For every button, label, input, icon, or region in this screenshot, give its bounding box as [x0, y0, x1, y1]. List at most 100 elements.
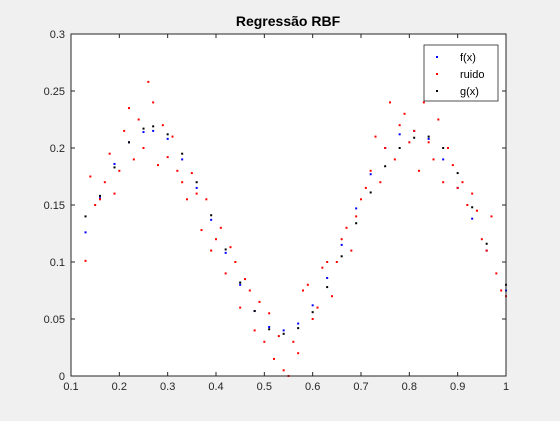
- data-point: [335, 261, 338, 263]
- data-point: [456, 186, 459, 189]
- data-point: [229, 246, 232, 249]
- data-point: [277, 335, 280, 338]
- data-point: [200, 229, 203, 232]
- data-point: [239, 283, 242, 286]
- data-point: [224, 248, 227, 251]
- data-point: [195, 186, 198, 189]
- data-point: [437, 118, 440, 121]
- data-point: [166, 156, 169, 159]
- data-point: [113, 192, 116, 195]
- data-point: [292, 340, 295, 343]
- data-point: [311, 311, 314, 314]
- data-point: [379, 181, 382, 184]
- legend-marker: [436, 73, 438, 75]
- data-point: [311, 318, 314, 320]
- data-point: [331, 295, 333, 298]
- data-point: [442, 147, 445, 149]
- data-point: [118, 169, 121, 172]
- data-point: [84, 231, 87, 234]
- data-point: [369, 191, 372, 194]
- data-point: [413, 129, 416, 132]
- x-tick-label: 0.2: [112, 381, 127, 393]
- data-point: [311, 304, 314, 307]
- data-point: [355, 215, 358, 218]
- data-point: [263, 340, 266, 343]
- data-point: [123, 129, 126, 132]
- data-point: [413, 136, 416, 139]
- legend-marker: [436, 90, 438, 92]
- data-point: [321, 266, 324, 269]
- data-point: [355, 222, 358, 225]
- data-point: [215, 238, 217, 241]
- legend-label: g(x): [460, 86, 479, 98]
- legend-label: ruido: [460, 69, 484, 81]
- data-point: [248, 289, 251, 292]
- data-point: [147, 80, 150, 83]
- data-point: [282, 332, 285, 335]
- data-point: [340, 243, 343, 246]
- data-point: [157, 164, 159, 167]
- data-point: [355, 207, 358, 210]
- x-tick-label: 0.9: [450, 381, 465, 393]
- data-point: [84, 259, 87, 262]
- data-point: [152, 101, 155, 104]
- data-point: [219, 226, 222, 229]
- data-point: [142, 147, 145, 149]
- data-point: [471, 192, 474, 195]
- data-point: [345, 226, 348, 229]
- data-point: [302, 289, 304, 292]
- data-point: [432, 158, 435, 161]
- data-point: [403, 112, 406, 115]
- data-point: [190, 172, 193, 175]
- data-point: [408, 141, 411, 144]
- data-point: [253, 329, 256, 332]
- data-point: [142, 131, 145, 134]
- data-point: [128, 107, 130, 110]
- x-tick-label: 0.3: [160, 381, 175, 393]
- data-point: [490, 215, 493, 218]
- data-point: [113, 166, 116, 169]
- data-point: [195, 181, 198, 184]
- data-point: [84, 215, 87, 218]
- data-point: [268, 328, 271, 331]
- data-point: [456, 172, 459, 175]
- data-point: [282, 329, 285, 332]
- legend-label: f(x): [460, 52, 476, 64]
- data-point: [360, 198, 362, 201]
- data-point: [161, 124, 164, 127]
- x-axis: 0.1 0.2 0.3 0.4 0.5 0.6 0.7 0.8 0.9 1: [63, 34, 509, 393]
- data-point: [485, 242, 488, 245]
- data-point: [384, 147, 387, 149]
- series-1: [84, 80, 507, 377]
- data-point: [442, 181, 445, 184]
- data-point: [326, 286, 329, 289]
- data-point: [340, 238, 343, 241]
- y-tick-label: 0.3: [50, 29, 65, 41]
- data-point: [103, 181, 106, 184]
- data-point: [393, 158, 396, 161]
- data-point: [442, 158, 445, 161]
- data-point: [500, 289, 503, 292]
- data-point: [418, 169, 420, 172]
- data-point: [427, 141, 430, 144]
- data-point: [253, 310, 256, 313]
- data-point: [427, 135, 430, 138]
- data-point: [369, 173, 372, 176]
- data-point: [108, 152, 111, 155]
- legend: f(x) ruido g(x): [423, 44, 499, 102]
- x-tick-label: 0.7: [353, 381, 368, 393]
- data-point: [398, 147, 401, 149]
- data-point: [195, 192, 198, 195]
- data-point: [297, 327, 300, 330]
- y-tick-label: 0.05: [44, 314, 65, 326]
- data-point: [398, 133, 401, 136]
- data-point: [268, 325, 271, 328]
- data-point: [297, 322, 300, 325]
- data-point: [340, 255, 343, 258]
- data-point: [99, 194, 101, 197]
- data-point: [447, 147, 449, 149]
- axes-box: [70, 33, 507, 377]
- x-tick-label: 0.5: [257, 381, 272, 393]
- data-point: [476, 209, 478, 212]
